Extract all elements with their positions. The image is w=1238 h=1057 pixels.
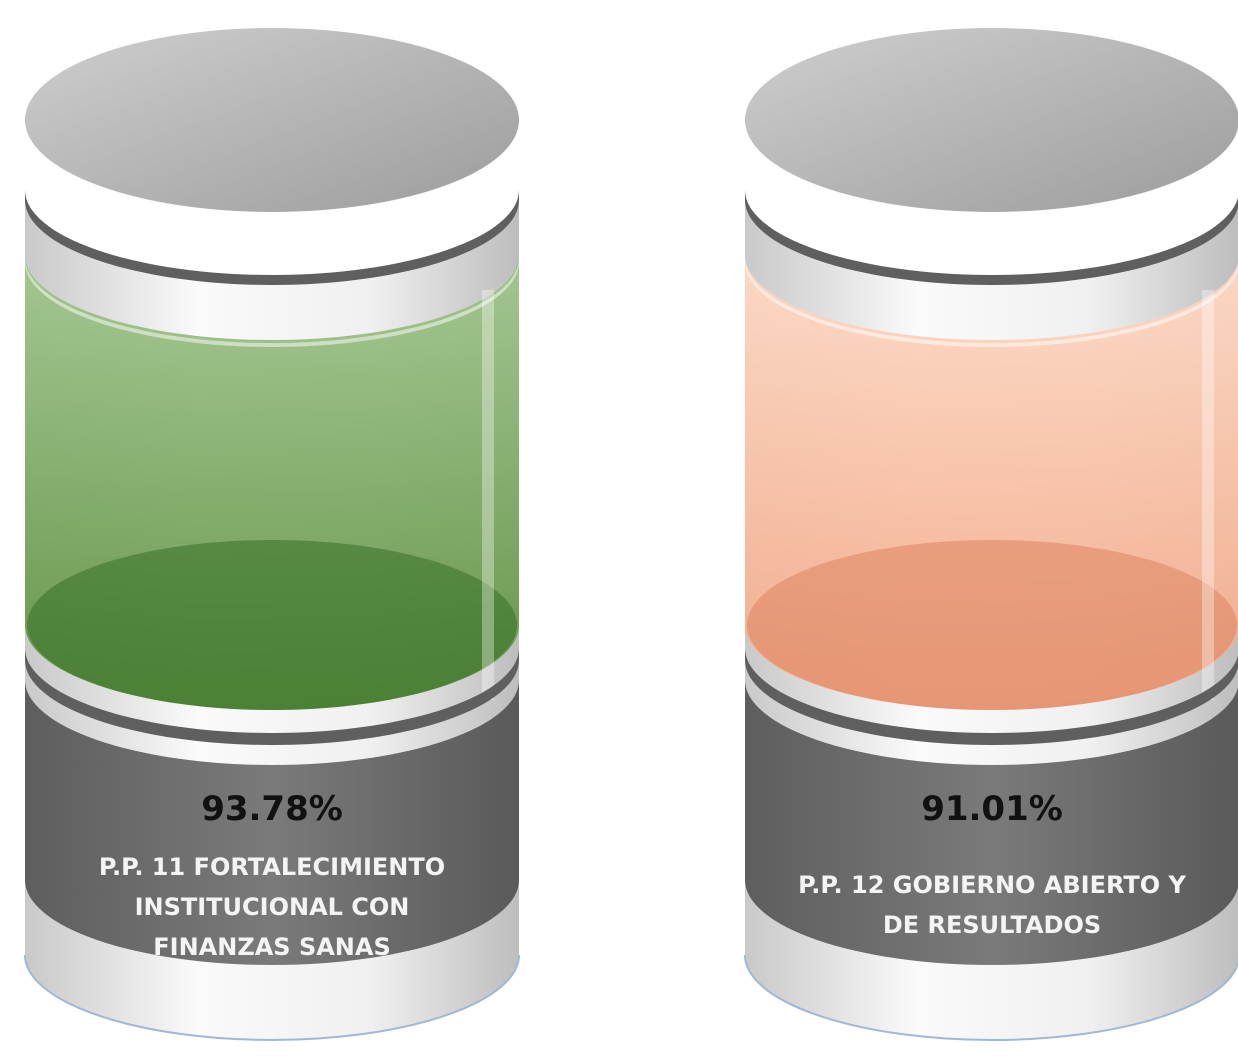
label-line: P.P. 11 FORTALECIMIENTO (99, 853, 445, 881)
cylinder-edge (24, 954, 520, 1041)
percent: 91.01% (921, 789, 1063, 829)
label-band (745, 680, 1238, 965)
top-cap (745, 28, 1238, 212)
highlight (1202, 290, 1214, 700)
glass-floor (27, 540, 517, 710)
cylinder-edge (744, 954, 1238, 1041)
label-line: FINANZAS SANAS (153, 933, 391, 961)
label-line: DE RESULTADOS (883, 911, 1101, 939)
glass-floor (747, 540, 1237, 710)
label-line: INSTITUCIONAL CON (135, 893, 410, 921)
highlight (482, 290, 494, 700)
top-cap (25, 28, 519, 212)
label-line: P.P. 12 GOBIERNO ABIERTO Y (798, 871, 1186, 899)
percent: 93.78% (201, 789, 343, 829)
label-band (25, 680, 519, 965)
